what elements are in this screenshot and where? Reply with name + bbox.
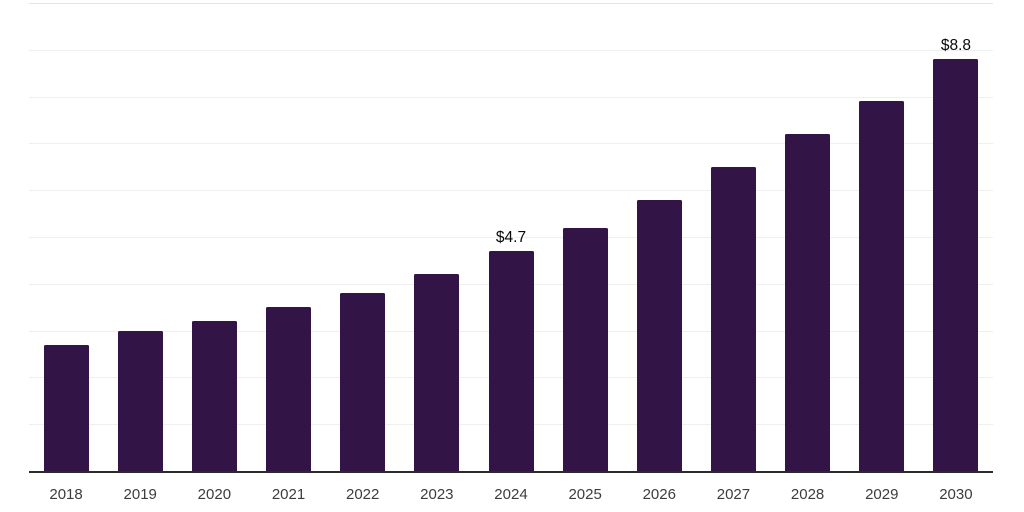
bar-2028 xyxy=(785,134,831,471)
x-tick-2020: 2020 xyxy=(197,486,232,503)
bar-2019 xyxy=(117,330,163,471)
bar-2020 xyxy=(191,321,237,471)
x-tick-2028: 2028 xyxy=(790,486,825,503)
x-tick-2026: 2026 xyxy=(642,486,676,503)
bar-2023 xyxy=(414,274,460,471)
gridline xyxy=(29,237,993,238)
bar-2022 xyxy=(340,293,386,471)
x-tick-2027: 2027 xyxy=(716,486,751,503)
gridline xyxy=(29,49,993,51)
bar-2021 xyxy=(266,307,312,471)
gridline xyxy=(29,3,993,4)
gridline xyxy=(29,96,993,98)
gridline xyxy=(29,143,993,145)
x-tick-2019: 2019 xyxy=(123,486,157,503)
x-axis-labels: 2018 2019 2020 2021 2022 2023 2024 2025 2026 2027… xyxy=(29,484,993,506)
x-tick-2023: 2023 xyxy=(420,486,454,503)
value-label-2030: $8.8 xyxy=(940,36,972,54)
x-tick-2021: 2021 xyxy=(271,486,306,503)
bar-2029 xyxy=(859,101,905,471)
bar-2024 xyxy=(488,251,534,471)
bar-2027 xyxy=(710,166,756,471)
bar-2018 xyxy=(43,344,89,471)
value-label-2024: $4.7 xyxy=(495,228,527,246)
bar-2025 xyxy=(562,227,608,471)
x-tick-2022: 2022 xyxy=(345,486,380,503)
x-tick-2024: 2024 xyxy=(494,486,528,503)
bar-2026 xyxy=(636,199,682,471)
x-tick-2029: 2029 xyxy=(865,486,899,503)
x-tick-2018: 2018 xyxy=(49,486,83,503)
plot-area: $4.7 $8.8 xyxy=(29,3,993,473)
x-tick-2025: 2025 xyxy=(568,486,602,503)
gridline xyxy=(29,190,993,192)
x-tick-2030: 2030 xyxy=(939,486,973,503)
bar-2030 xyxy=(933,59,979,471)
